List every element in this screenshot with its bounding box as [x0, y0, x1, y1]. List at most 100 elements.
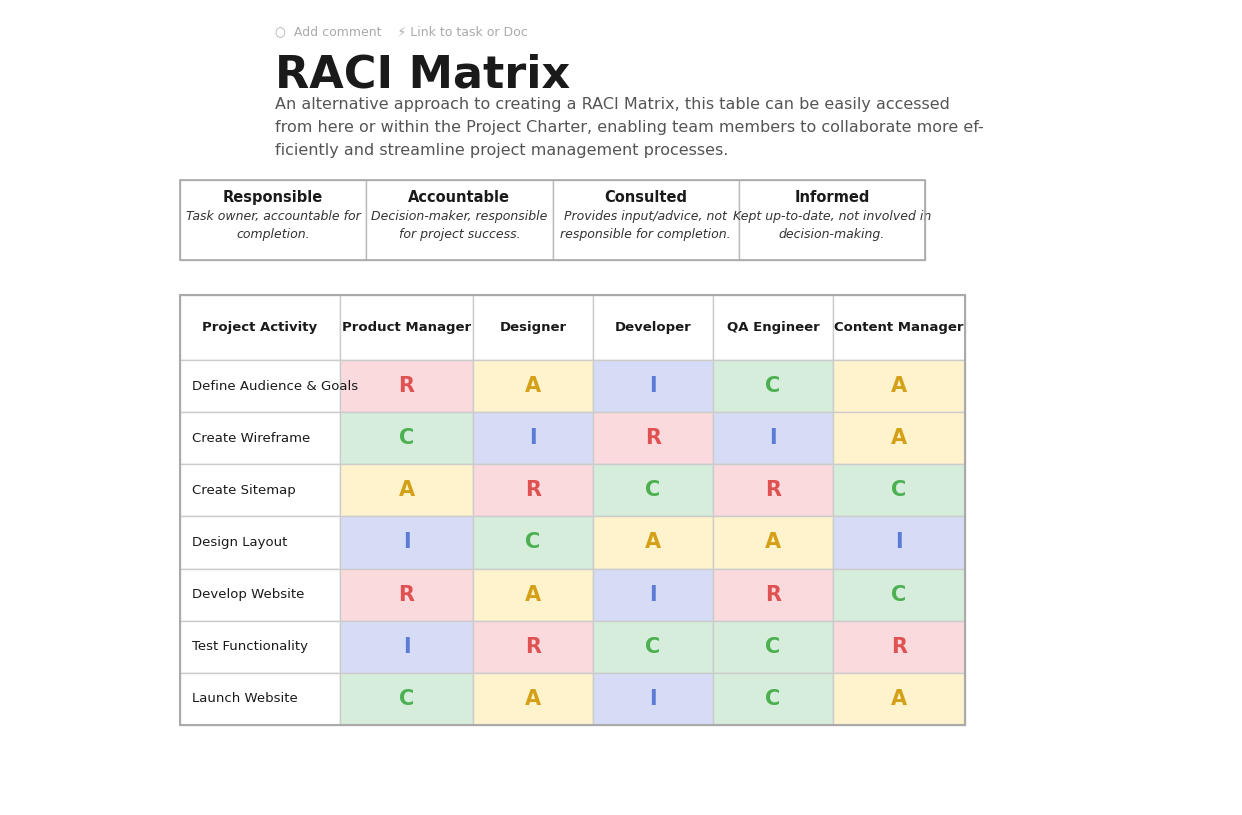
Text: I: I	[402, 637, 410, 657]
FancyBboxPatch shape	[473, 412, 592, 465]
FancyBboxPatch shape	[473, 621, 592, 673]
FancyBboxPatch shape	[713, 569, 833, 621]
Text: A: A	[891, 376, 907, 396]
Text: I: I	[529, 428, 537, 448]
Text: A: A	[645, 532, 661, 553]
Text: I: I	[895, 532, 903, 553]
FancyBboxPatch shape	[592, 295, 713, 360]
FancyBboxPatch shape	[366, 180, 553, 260]
FancyBboxPatch shape	[180, 465, 340, 517]
FancyBboxPatch shape	[713, 412, 833, 465]
Text: I: I	[769, 428, 776, 448]
Text: Design Layout: Design Layout	[193, 536, 287, 549]
Text: Define Audience & Goals: Define Audience & Goals	[193, 380, 358, 393]
FancyBboxPatch shape	[473, 360, 592, 412]
FancyBboxPatch shape	[180, 569, 340, 621]
FancyBboxPatch shape	[592, 569, 713, 621]
Text: Develop Website: Develop Website	[193, 588, 304, 601]
FancyBboxPatch shape	[713, 295, 833, 360]
FancyBboxPatch shape	[340, 621, 473, 673]
FancyBboxPatch shape	[340, 412, 473, 465]
FancyBboxPatch shape	[473, 465, 592, 517]
Text: R: R	[645, 428, 661, 448]
FancyBboxPatch shape	[592, 465, 713, 517]
FancyBboxPatch shape	[833, 412, 965, 465]
Text: R: R	[765, 584, 781, 605]
FancyBboxPatch shape	[473, 295, 592, 360]
Text: Informed: Informed	[794, 190, 869, 205]
Text: Create Sitemap: Create Sitemap	[193, 484, 296, 497]
FancyBboxPatch shape	[340, 569, 473, 621]
Text: Product Manager: Product Manager	[342, 321, 471, 334]
FancyBboxPatch shape	[592, 412, 713, 465]
Text: C: C	[765, 637, 781, 657]
Text: Developer: Developer	[615, 321, 692, 334]
Text: C: C	[646, 480, 661, 500]
FancyBboxPatch shape	[592, 360, 713, 412]
Text: R: R	[525, 637, 542, 657]
FancyBboxPatch shape	[180, 360, 340, 412]
Text: Create Wireframe: Create Wireframe	[193, 432, 310, 445]
Text: Content Manager: Content Manager	[835, 321, 964, 334]
Text: A: A	[765, 532, 781, 553]
FancyBboxPatch shape	[180, 673, 340, 725]
Text: I: I	[650, 376, 657, 396]
FancyBboxPatch shape	[833, 517, 965, 569]
Text: C: C	[399, 428, 414, 448]
FancyBboxPatch shape	[340, 360, 473, 412]
FancyBboxPatch shape	[340, 517, 473, 569]
Text: ○  Add comment    ⚡ Link to task or Doc: ○ Add comment ⚡ Link to task or Doc	[274, 25, 528, 38]
FancyBboxPatch shape	[833, 465, 965, 517]
Text: A: A	[399, 480, 415, 500]
Text: I: I	[650, 584, 657, 605]
FancyBboxPatch shape	[180, 295, 340, 360]
Text: C: C	[765, 689, 781, 709]
FancyBboxPatch shape	[739, 180, 925, 260]
FancyBboxPatch shape	[473, 517, 592, 569]
FancyBboxPatch shape	[833, 569, 965, 621]
Text: QA Engineer: QA Engineer	[727, 321, 820, 334]
FancyBboxPatch shape	[473, 569, 592, 621]
Text: R: R	[765, 480, 781, 500]
FancyBboxPatch shape	[833, 673, 965, 725]
FancyBboxPatch shape	[180, 517, 340, 569]
Text: Provides input/advice, not
responsible for completion.: Provides input/advice, not responsible f…	[560, 210, 732, 241]
Text: Decision-maker, responsible
for project success.: Decision-maker, responsible for project …	[371, 210, 548, 241]
Text: RACI Matrix: RACI Matrix	[274, 53, 570, 96]
FancyBboxPatch shape	[180, 180, 366, 260]
Text: Kept up-to-date, not involved in
decision-making.: Kept up-to-date, not involved in decisio…	[733, 210, 932, 241]
Text: Task owner, accountable for
completion.: Task owner, accountable for completion.	[186, 210, 360, 241]
FancyBboxPatch shape	[592, 517, 713, 569]
Text: Responsible: Responsible	[224, 190, 323, 205]
Text: I: I	[650, 689, 657, 709]
Text: A: A	[525, 584, 542, 605]
FancyBboxPatch shape	[180, 621, 340, 673]
FancyBboxPatch shape	[340, 673, 473, 725]
Text: C: C	[765, 376, 781, 396]
Text: Test Functionality: Test Functionality	[193, 641, 308, 654]
FancyBboxPatch shape	[553, 180, 739, 260]
FancyBboxPatch shape	[713, 517, 833, 569]
Text: Designer: Designer	[499, 321, 566, 334]
FancyBboxPatch shape	[833, 360, 965, 412]
FancyBboxPatch shape	[713, 621, 833, 673]
Text: C: C	[646, 637, 661, 657]
Text: R: R	[399, 376, 415, 396]
FancyBboxPatch shape	[833, 295, 965, 360]
Text: A: A	[525, 376, 542, 396]
Text: Project Activity: Project Activity	[202, 321, 318, 334]
Text: Accountable: Accountable	[409, 190, 510, 205]
FancyBboxPatch shape	[592, 673, 713, 725]
FancyBboxPatch shape	[473, 673, 592, 725]
Text: Launch Website: Launch Website	[193, 693, 298, 706]
Text: A: A	[525, 689, 542, 709]
FancyBboxPatch shape	[833, 621, 965, 673]
Text: R: R	[399, 584, 415, 605]
FancyBboxPatch shape	[713, 673, 833, 725]
Text: R: R	[525, 480, 542, 500]
Text: C: C	[892, 480, 907, 500]
Text: Consulted: Consulted	[604, 190, 687, 205]
FancyBboxPatch shape	[713, 360, 833, 412]
Text: C: C	[892, 584, 907, 605]
FancyBboxPatch shape	[592, 621, 713, 673]
